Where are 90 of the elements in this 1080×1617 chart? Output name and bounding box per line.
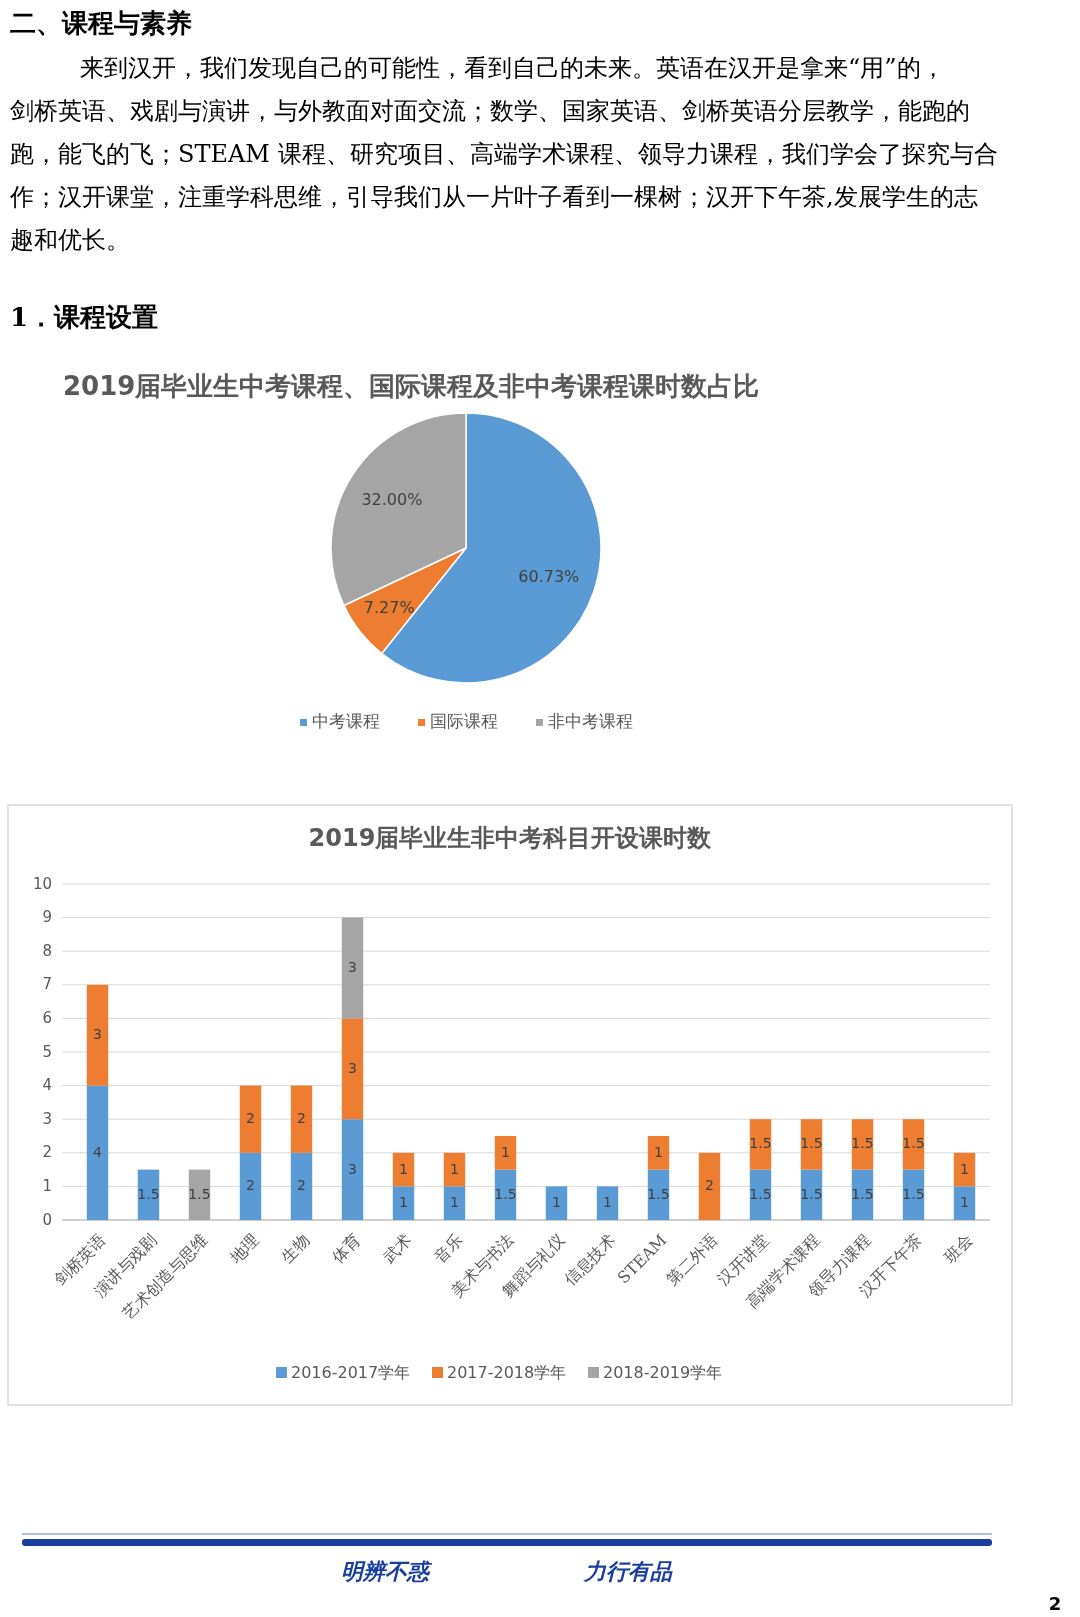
x-tick-label: 音乐: [430, 1230, 467, 1267]
legend-label: 国际课程: [430, 711, 498, 731]
data-label: 32.00%: [361, 490, 423, 510]
data-label: 60.73%: [518, 566, 580, 586]
data-label: 4: [93, 1143, 103, 1160]
text: 1．课程设置: [10, 302, 159, 332]
data-label: 2: [297, 1110, 306, 1127]
data-label: 3: [348, 959, 357, 975]
bar: [443, 1152, 466, 1187]
bar: [494, 1136, 517, 1170]
data-label: 1.5: [800, 1185, 823, 1202]
text: 二、课程与素养: [10, 8, 192, 38]
data-label: 1: [399, 1194, 408, 1211]
bar: [86, 984, 109, 1086]
bar: [443, 1186, 466, 1220]
x-tick-label: 地理: [225, 1230, 263, 1268]
data-label: 1: [399, 1160, 408, 1177]
data-label: 1.5: [749, 1185, 772, 1202]
data-label: 1.5: [800, 1135, 823, 1152]
data-label: 3: [348, 1160, 357, 1177]
x-tick-label: 生物: [277, 1230, 314, 1267]
data-label: 1.5: [902, 1185, 925, 1202]
data-label: 2: [297, 1177, 306, 1194]
data-label: 1: [501, 1143, 510, 1160]
legend-label: 非中考课程: [548, 711, 633, 731]
bar: [86, 1085, 109, 1220]
bar: [392, 1152, 415, 1187]
y-tick-label: 10: [32, 874, 52, 893]
bar: [953, 1152, 976, 1187]
bar: [851, 1119, 874, 1170]
data-label: 1.5: [188, 1185, 211, 1202]
data-label: 1: [654, 1143, 663, 1160]
data-label: 1: [603, 1194, 612, 1211]
chart-title: 2019届毕业生中考课程、国际课程及非中考课程课时数占比: [63, 371, 760, 401]
y-tick-label: 0: [42, 1210, 52, 1229]
bar: [239, 1085, 262, 1153]
text: 明辨不惑: [341, 1558, 433, 1584]
data-label: 1.5: [647, 1185, 670, 1202]
legend-label: 2018-2019学年: [603, 1363, 723, 1382]
bar: [290, 1152, 313, 1220]
y-tick-label: 5: [42, 1042, 52, 1061]
text: 来到汉开，我们发现自己的可能性，看到自己的未来。英语在汉开是拿来“用”的，剑桥英语、戏剧与演讲，与外教面对面交流；数学、国家英语、剑桥英语分层教学，能跑的跑，能飞的飞；STEAM 课程、研究项目、高端学术课程、领导力课程，我们学会了探究与合作；汉开课堂，注重学科思维，引导我们从一片叶子看到一棵树；汉开下午茶,发展学生的志趣和优长。: [9, 54, 998, 254]
bar: [902, 1119, 925, 1170]
bar: [800, 1119, 823, 1170]
data-label: 1.5: [137, 1185, 160, 1202]
bar: [392, 1186, 415, 1220]
bar: [545, 1186, 568, 1220]
data-label: 1: [960, 1160, 969, 1177]
bar: [341, 917, 364, 1019]
data-label: 3: [93, 1026, 102, 1043]
text: 2: [1048, 1593, 1062, 1614]
data-label: 1.5: [494, 1185, 517, 1202]
bar: [341, 1119, 364, 1220]
y-tick-label: 9: [42, 908, 52, 927]
chart-title: 2019届毕业生非中考科目开设课时数: [308, 824, 713, 852]
bar: [749, 1119, 772, 1170]
bar: [698, 1152, 721, 1220]
bar: [953, 1186, 976, 1220]
data-label: 1.5: [749, 1135, 772, 1152]
x-tick-label: 体育: [328, 1230, 365, 1267]
y-tick-label: 8: [42, 941, 52, 960]
bar: [239, 1152, 262, 1220]
bar: [290, 1085, 313, 1153]
y-tick-label: 6: [42, 1008, 52, 1027]
x-tick-label: 班会: [940, 1230, 977, 1267]
legend-label: 2016-2017学年: [291, 1363, 411, 1382]
y-tick-label: 7: [42, 975, 52, 994]
data-label: 1.5: [851, 1135, 874, 1152]
legend-label: 2017-2018学年: [447, 1363, 567, 1382]
bar: [596, 1186, 619, 1220]
y-tick-label: 4: [42, 1076, 52, 1095]
bar: [341, 1018, 364, 1120]
data-label: 1: [450, 1194, 459, 1211]
data-label: 7.27%: [363, 598, 415, 618]
x-tick-label: 武术: [379, 1230, 416, 1267]
data-label: 2: [246, 1177, 255, 1194]
data-label: 1: [450, 1160, 459, 1177]
data-label: 1.5: [902, 1135, 925, 1152]
data-label: 1.5: [851, 1185, 874, 1202]
data-label: 2: [246, 1110, 255, 1127]
data-label: 3: [348, 1059, 357, 1076]
y-tick-label: 1: [42, 1176, 52, 1195]
data-label: 2: [705, 1177, 714, 1194]
y-tick-label: 3: [42, 1109, 52, 1128]
y-tick-label: 2: [42, 1143, 52, 1162]
data-label: 1: [552, 1194, 561, 1211]
legend-label: 中考课程: [312, 711, 380, 731]
text: 力行有品: [582, 1558, 673, 1584]
data-label: 1: [960, 1194, 969, 1211]
bar: [647, 1136, 670, 1170]
